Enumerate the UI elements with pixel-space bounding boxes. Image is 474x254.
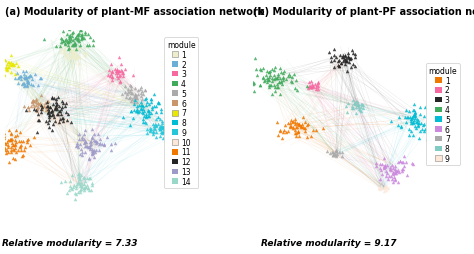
Legend: 1, 2, 3, 4, 5, 6, 7, 8, 9: 1, 2, 3, 4, 5, 6, 7, 8, 9 bbox=[426, 64, 459, 166]
Text: Relative modularity = 7.33: Relative modularity = 7.33 bbox=[2, 239, 137, 247]
Text: (a) Modularity of plant-MF association network: (a) Modularity of plant-MF association n… bbox=[5, 7, 264, 17]
Text: Relative modularity = 9.17: Relative modularity = 9.17 bbox=[261, 239, 397, 247]
Legend: 1, 2, 3, 4, 5, 6, 7, 8, 9, 10, 11, 12, 13, 14: 1, 2, 3, 4, 5, 6, 7, 8, 9, 10, 11, 12, 1… bbox=[164, 38, 198, 189]
Text: (b) Modularity of plant-PF association network: (b) Modularity of plant-PF association n… bbox=[253, 7, 474, 17]
